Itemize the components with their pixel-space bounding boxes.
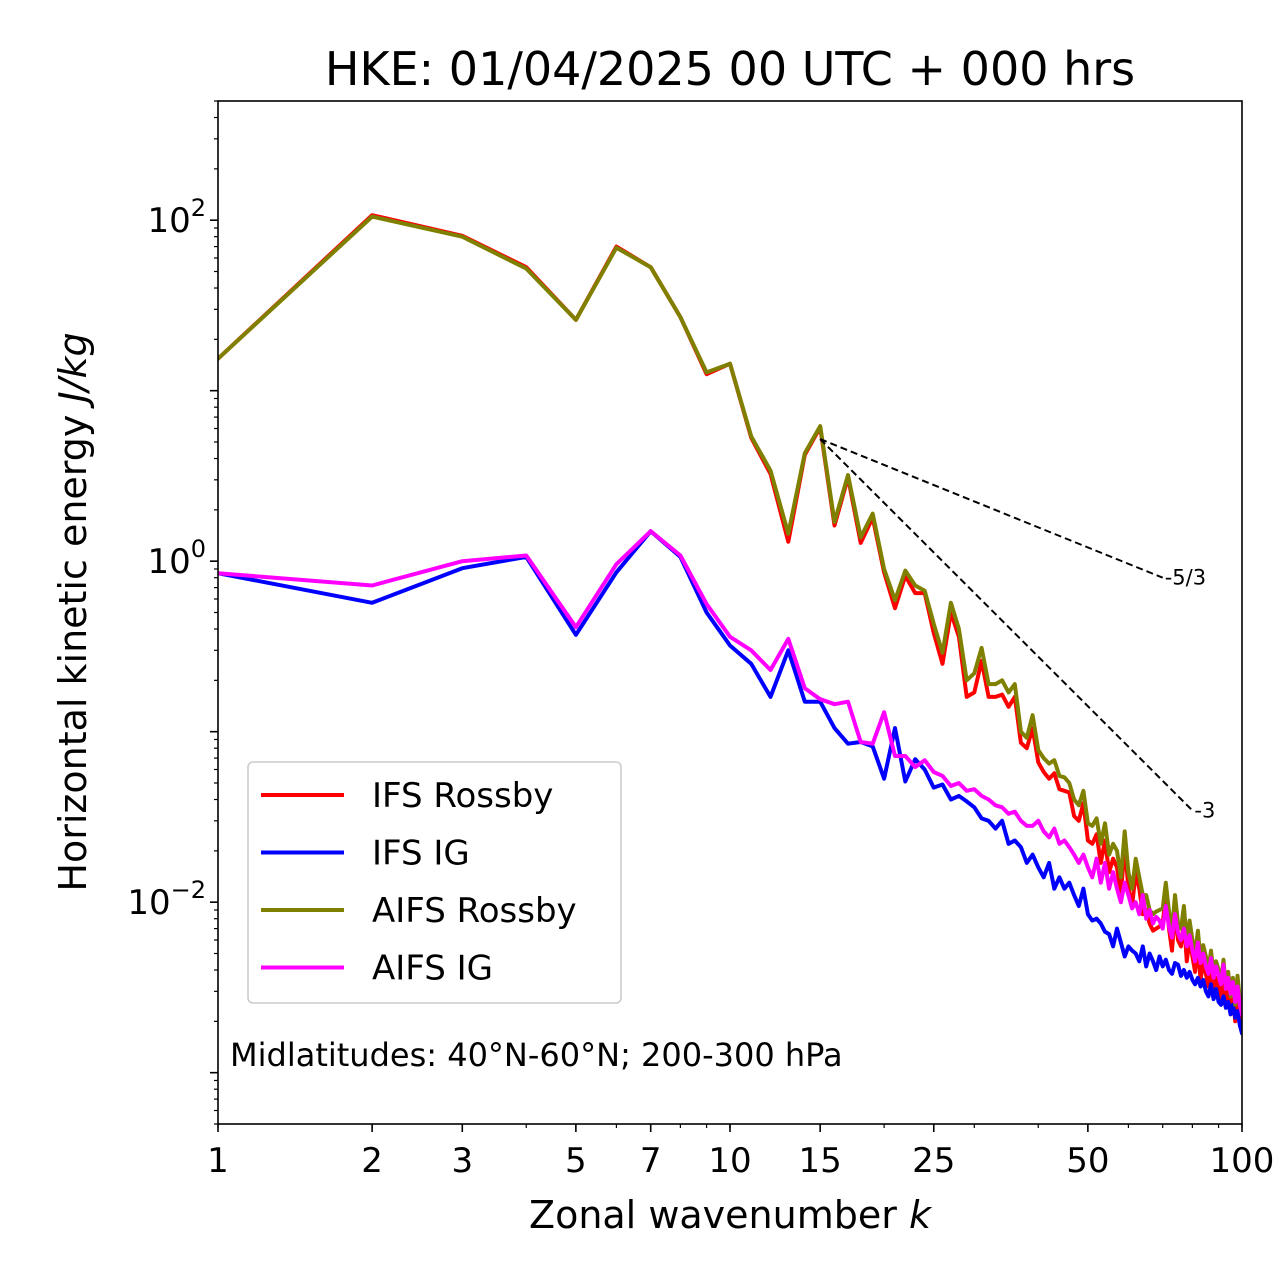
x-tick-label: 7: [640, 1141, 662, 1181]
chart-title: HKE: 01/04/2025 00 UTC + 000 hrs: [325, 42, 1135, 96]
x-tick-label: 5: [565, 1141, 587, 1181]
x-tick-label: 100: [1210, 1141, 1275, 1181]
x-tick-label: 10: [708, 1141, 751, 1181]
y-axis-label: Horizontal kinetic energy J/kg: [51, 332, 95, 891]
x-tick-label: 1: [207, 1141, 229, 1181]
x-tick-label: 2: [361, 1141, 383, 1181]
series-line-aifs-ig: [218, 529, 1242, 1017]
y-tick-label: 10−2: [127, 876, 206, 923]
region-annotation: Midlatitudes: 40°N-60°N; 200-300 hPa: [230, 1036, 843, 1074]
legend-label: IFS IG: [372, 834, 470, 874]
y-tick-label: 100: [147, 535, 206, 582]
x-axis-label: Zonal wavenumber k: [529, 1193, 933, 1237]
reference-slope-label: -3: [1194, 798, 1215, 822]
legend: IFS Rossby IFS IG AIFS Rossby AIFS IG: [247, 761, 622, 1004]
x-tick-label: 3: [451, 1141, 473, 1181]
series-line-ifs-ig: [218, 529, 1242, 1036]
x-tick-label: 25: [912, 1141, 955, 1181]
reference-slope-label: -5/3: [1165, 566, 1206, 590]
reference-slope-line: [819, 438, 1164, 579]
legend-box: [247, 761, 622, 1004]
legend-label: AIFS IG: [372, 949, 493, 989]
x-tick-label: 15: [799, 1141, 842, 1181]
y-tick-label: 102: [147, 194, 206, 241]
legend-label: IFS Rossby: [372, 776, 553, 816]
legend-label: AIFS Rossby: [372, 891, 577, 931]
x-tick-label: 50: [1066, 1141, 1109, 1181]
